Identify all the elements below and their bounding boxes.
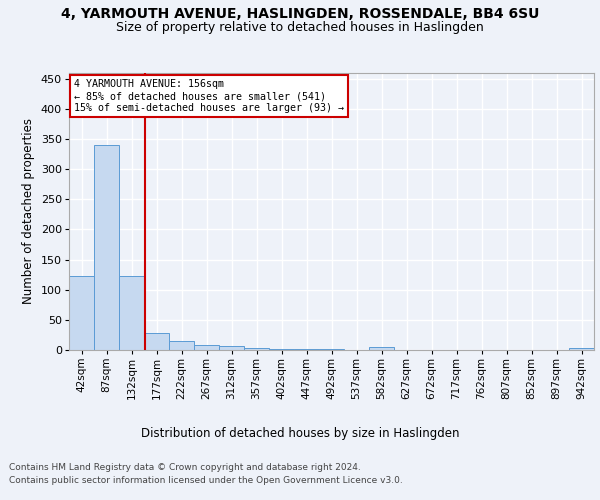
Bar — [169, 341, 194, 350]
Bar — [69, 276, 94, 350]
Bar — [269, 349, 294, 350]
Text: Contains HM Land Registry data © Crown copyright and database right 2024.: Contains HM Land Registry data © Crown c… — [9, 462, 361, 471]
Text: Contains public sector information licensed under the Open Government Licence v3: Contains public sector information licen… — [9, 476, 403, 485]
Bar — [194, 345, 219, 350]
Bar — [294, 349, 319, 350]
Bar — [119, 276, 144, 350]
Text: 4, YARMOUTH AVENUE, HASLINGDEN, ROSSENDALE, BB4 6SU: 4, YARMOUTH AVENUE, HASLINGDEN, ROSSENDA… — [61, 8, 539, 22]
Bar — [219, 346, 244, 350]
Y-axis label: Number of detached properties: Number of detached properties — [22, 118, 35, 304]
Bar — [569, 348, 594, 350]
Bar — [369, 347, 394, 350]
Bar — [144, 333, 169, 350]
Text: Distribution of detached houses by size in Haslingden: Distribution of detached houses by size … — [141, 428, 459, 440]
Bar — [94, 145, 119, 350]
Text: Size of property relative to detached houses in Haslingden: Size of property relative to detached ho… — [116, 21, 484, 34]
Text: 4 YARMOUTH AVENUE: 156sqm
← 85% of detached houses are smaller (541)
15% of semi: 4 YARMOUTH AVENUE: 156sqm ← 85% of detac… — [74, 80, 344, 112]
Bar — [244, 348, 269, 350]
